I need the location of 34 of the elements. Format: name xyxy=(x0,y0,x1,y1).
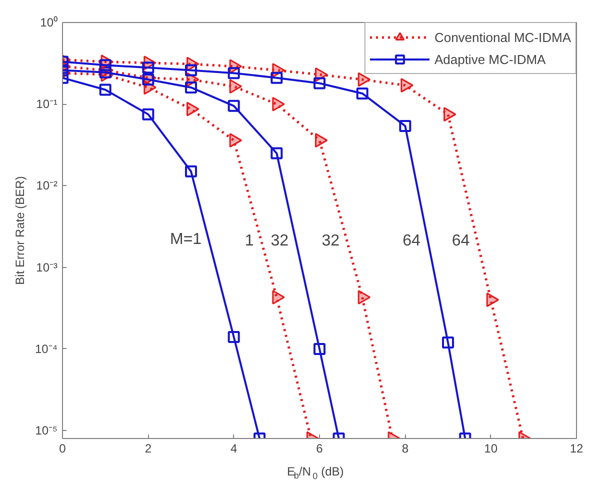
y-tick-label: 10⁻⁴ xyxy=(34,342,58,356)
point xyxy=(186,102,200,116)
point xyxy=(356,87,368,100)
annotation: 32 xyxy=(270,232,289,250)
x-tick-label: 6 xyxy=(316,442,324,456)
y-tick-label: 10⁻³ xyxy=(36,260,58,274)
point xyxy=(229,79,242,94)
x-tick-label: 2 xyxy=(144,442,152,456)
y-tick-label: 10⁻² xyxy=(36,178,58,193)
y-tick-label: 10⁻¹ xyxy=(36,97,58,112)
point xyxy=(314,133,328,148)
annotation: 32 xyxy=(322,232,340,250)
x-tick-label: 0 xyxy=(59,442,66,456)
annotation: M=1 xyxy=(170,230,202,248)
y-tick-label: 10⁰ xyxy=(40,16,58,30)
x-tick-label: 4 xyxy=(230,442,238,456)
annotation: 64 xyxy=(452,232,470,250)
y-tick-label: 10⁻⁵ xyxy=(35,424,58,438)
y-axis-title: Bit Error Rate (BER) xyxy=(12,176,27,285)
point xyxy=(228,67,240,80)
point xyxy=(272,96,285,112)
point xyxy=(314,77,326,90)
annotation: 1 xyxy=(244,232,254,250)
point xyxy=(270,72,283,84)
legend-label: Adaptive MC-IDMA xyxy=(434,52,546,66)
x-tick-label: 8 xyxy=(402,442,409,456)
legend-label: Conventional MC-IDMA xyxy=(434,30,571,44)
x-tick-label: 12 xyxy=(570,442,584,456)
point xyxy=(399,120,412,132)
annotation: 64 xyxy=(402,232,421,250)
point xyxy=(228,100,240,112)
x-tick-label: 10 xyxy=(484,442,498,456)
point xyxy=(270,147,283,160)
point xyxy=(229,133,242,148)
